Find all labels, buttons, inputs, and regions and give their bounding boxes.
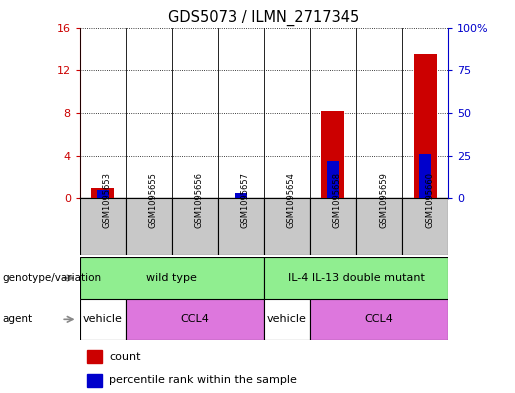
- Text: GSM1095655: GSM1095655: [149, 172, 158, 228]
- Bar: [235, 193, 247, 198]
- Text: wild type: wild type: [146, 273, 197, 283]
- Bar: [87, 373, 102, 387]
- Bar: [327, 161, 339, 198]
- Bar: [402, 198, 448, 255]
- Text: vehicle: vehicle: [83, 314, 123, 324]
- Bar: [126, 299, 264, 340]
- Bar: [91, 188, 114, 198]
- Bar: [264, 198, 310, 255]
- Bar: [80, 299, 126, 340]
- Bar: [419, 154, 431, 198]
- Bar: [264, 257, 448, 299]
- Title: GDS5073 / ILMN_2717345: GDS5073 / ILMN_2717345: [168, 10, 359, 26]
- Text: GSM1095654: GSM1095654: [287, 172, 296, 228]
- Bar: [264, 299, 310, 340]
- Text: GSM1095653: GSM1095653: [103, 172, 112, 228]
- Bar: [310, 299, 448, 340]
- Text: GSM1095659: GSM1095659: [379, 172, 388, 228]
- Text: CCL4: CCL4: [365, 314, 393, 324]
- Bar: [80, 257, 264, 299]
- Bar: [172, 198, 218, 255]
- Bar: [356, 198, 402, 255]
- Text: IL-4 IL-13 double mutant: IL-4 IL-13 double mutant: [287, 273, 424, 283]
- Text: GSM1095657: GSM1095657: [241, 172, 250, 228]
- Bar: [97, 190, 109, 198]
- Bar: [87, 350, 102, 363]
- Text: percentile rank within the sample: percentile rank within the sample: [109, 375, 297, 385]
- Text: vehicle: vehicle: [267, 314, 307, 324]
- Text: agent: agent: [3, 314, 32, 324]
- Text: GSM1095660: GSM1095660: [425, 172, 434, 228]
- Bar: [414, 54, 437, 198]
- Bar: [126, 198, 172, 255]
- Bar: [310, 198, 356, 255]
- Bar: [80, 198, 126, 255]
- Text: genotype/variation: genotype/variation: [3, 273, 101, 283]
- Bar: [218, 198, 264, 255]
- Text: GSM1095658: GSM1095658: [333, 172, 342, 228]
- Text: CCL4: CCL4: [180, 314, 209, 324]
- Bar: [321, 111, 345, 198]
- Text: GSM1095656: GSM1095656: [195, 172, 204, 228]
- Text: count: count: [109, 351, 141, 362]
